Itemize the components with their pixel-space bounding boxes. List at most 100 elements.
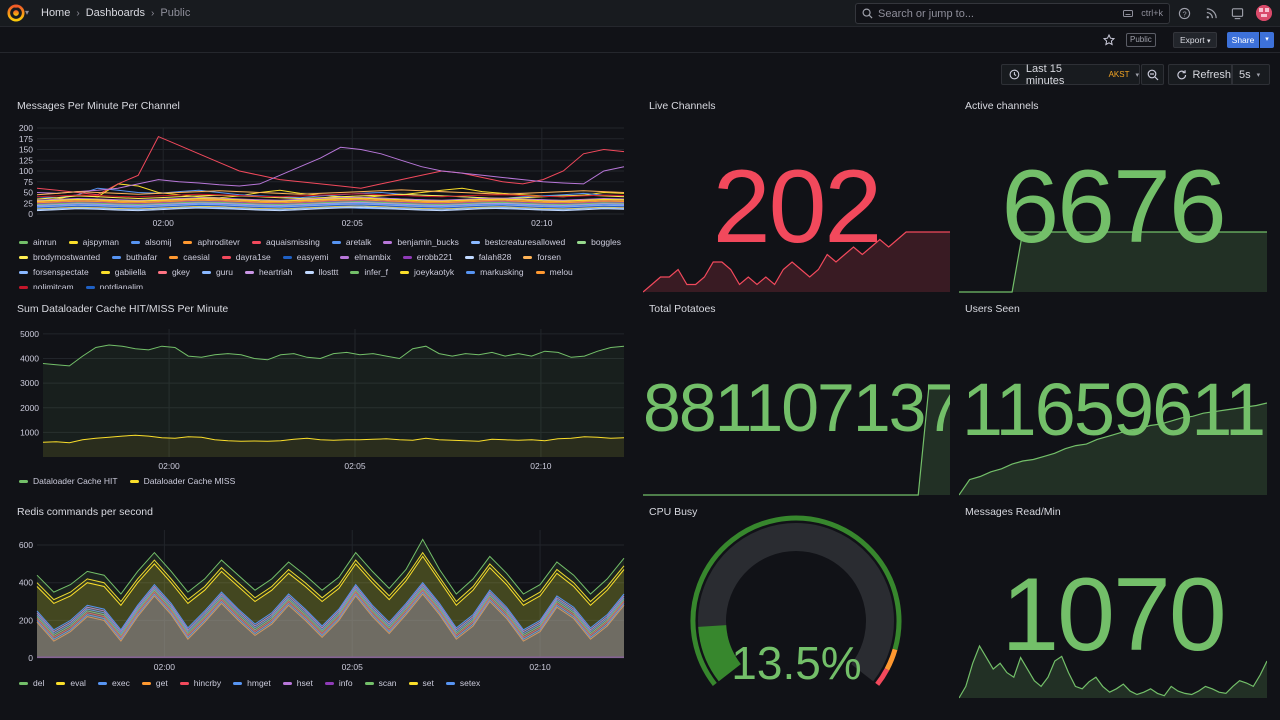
monitor-icon[interactable]	[1231, 7, 1244, 20]
legend-item-set[interactable]: set	[408, 678, 434, 689]
legend-item-easyemi[interactable]: easyemi	[282, 252, 329, 263]
legend-item-setex[interactable]: setex	[445, 678, 480, 689]
legend-item-get[interactable]: get	[141, 678, 168, 689]
panel-title[interactable]: Messages Per Minute Per Channel	[17, 100, 180, 112]
legend-item-forsenspectate[interactable]: forsenspectate	[19, 267, 89, 278]
legend-item-nolimitcam[interactable]: nolimitcam	[19, 282, 74, 289]
panel-title[interactable]: Redis commands per second	[17, 506, 153, 518]
share-dropdown-button[interactable]: ▾	[1260, 32, 1274, 48]
x-tick-label: 02:00	[154, 662, 176, 672]
legend-item-gkey[interactable]: gkey	[157, 267, 190, 278]
legend-item-hincrby[interactable]: hincrby	[179, 678, 221, 689]
legend-item-joeykaotyk[interactable]: joeykaotyk	[399, 267, 454, 278]
legend-item-forsen[interactable]: forsen	[523, 252, 561, 263]
y-tick-label: 1000	[20, 427, 39, 437]
breadcrumb: Home › Dashboards › Public	[41, 7, 190, 19]
legend-item-aretalk[interactable]: aretalk	[331, 237, 371, 248]
legend-item-hmget[interactable]: hmget	[233, 678, 271, 689]
legend-item-aphroditevr[interactable]: aphroditevr	[183, 237, 240, 248]
y-tick-label: 50	[24, 188, 34, 198]
legend-item-elmambix[interactable]: elmambix	[340, 252, 391, 263]
share-button[interactable]: Share	[1227, 32, 1259, 48]
legend-item-brodymostwanted[interactable]: brodymostwanted	[19, 252, 100, 263]
legend-item-alsomij[interactable]: alsomij	[131, 237, 171, 248]
legend-label: eval	[70, 678, 86, 688]
active-channels-value: 6676	[1001, 149, 1226, 265]
export-button[interactable]: Export ▾	[1173, 32, 1218, 48]
legend-item-aquaismissing[interactable]: aquaismissing	[252, 237, 320, 248]
panel-title[interactable]: Active channels	[965, 100, 1039, 112]
legend-label: easyemi	[296, 252, 329, 262]
active-channels-sparkline	[959, 231, 1267, 293]
sparkline-area	[959, 403, 1267, 495]
star-icon[interactable]	[1103, 34, 1115, 46]
refresh-button[interactable]: Refresh	[1168, 64, 1232, 85]
legend-item-markusking[interactable]: markusking	[466, 267, 524, 278]
redis-commands-chart: 0 200 400 600 02:00 02:05 02:10	[19, 530, 625, 672]
y-tick-label: 5000	[20, 329, 39, 339]
series-line-markusking	[36, 202, 625, 207]
legend-item-ainrun[interactable]: ainrun	[19, 237, 57, 248]
refresh-interval-picker[interactable]: 5s ▾	[1232, 64, 1270, 85]
legend-item-eval[interactable]: eval	[56, 678, 86, 689]
panel-title[interactable]: Sum Dataloader Cache HIT/MISS Per Minute	[17, 303, 229, 315]
legend-swatch	[19, 271, 28, 274]
time-range-picker[interactable]: Last 15 minutes AKST ▾	[1001, 63, 1140, 87]
legend-item-infer-f[interactable]: infer_f	[350, 267, 388, 278]
legend-item-gabiiella[interactable]: gabiiella	[100, 267, 146, 278]
legend-swatch	[331, 241, 341, 244]
panel-title[interactable]: Live Channels	[649, 100, 716, 112]
panel-title[interactable]: CPU Busy	[649, 506, 698, 518]
legend-label: boggles	[591, 237, 621, 247]
legend-swatch	[19, 256, 28, 259]
legend-item-heartriah[interactable]: heartriah	[244, 267, 293, 278]
legend-item-dayra1se[interactable]: dayra1se	[221, 252, 271, 263]
legend-item-ajspyman[interactable]: ajspyman	[68, 237, 119, 248]
grafana-logo-icon[interactable]	[7, 4, 25, 22]
series-area-get	[37, 594, 624, 658]
legend-item-notdianalim[interactable]: notdianalim	[85, 282, 143, 289]
legend-item-benjamin-bucks[interactable]: benjamin_bucks	[383, 237, 459, 248]
user-avatar[interactable]	[1256, 5, 1272, 21]
legend-item-bestcreaturesallowed[interactable]: bestcreaturesallowed	[470, 237, 565, 248]
x-tick-label: 02:05	[342, 218, 364, 228]
legend-item-del[interactable]: del	[19, 678, 44, 689]
sparkline-area	[959, 232, 1267, 292]
chevron-down-icon[interactable]: ▾	[25, 8, 30, 17]
legend-item-caesial[interactable]: caesial	[169, 252, 210, 263]
series-line-hincrby	[36, 589, 625, 639]
panel-cpu-busy: CPU Busy 13.5%	[643, 506, 950, 706]
legend-item-guru[interactable]: guru	[201, 267, 233, 278]
legend-item-falah828[interactable]: falah828	[464, 252, 511, 263]
breadcrumb-dashboards[interactable]: Dashboards	[85, 7, 146, 19]
legend-item-llosttt[interactable]: llosttt	[304, 267, 338, 278]
help-icon[interactable]: ?	[1178, 7, 1191, 20]
legend-item-dataloader-cache-miss[interactable]: Dataloader Cache MISS	[129, 476, 235, 487]
series-line-forsenspectate	[36, 203, 625, 208]
legend-item-info[interactable]: info	[324, 678, 353, 689]
legend-swatch	[350, 271, 360, 274]
legend-item-exec[interactable]: exec	[97, 678, 130, 689]
y-tick-label: 4000	[20, 354, 39, 364]
search-input[interactable]: Search or jump to... ctrl+k	[855, 3, 1170, 24]
rss-feed-icon[interactable]	[1205, 7, 1218, 20]
y-tick-label: 125	[19, 155, 33, 165]
panel-title[interactable]: Messages Read/Min	[965, 506, 1061, 518]
legend-item-buthafar[interactable]: buthafar	[112, 252, 157, 263]
zoom-out-button[interactable]	[1141, 64, 1164, 85]
panel-title[interactable]: Users Seen	[965, 303, 1020, 315]
legend-item-erobb221[interactable]: erobb221	[402, 252, 453, 263]
panel-title[interactable]: Total Potatoes	[649, 303, 716, 315]
legend-swatch	[131, 241, 141, 244]
y-tick-label: 0	[28, 653, 33, 663]
series-line-caesial	[36, 198, 625, 203]
breadcrumb-home[interactable]: Home	[41, 7, 71, 19]
legend-item-melou[interactable]: melou	[535, 267, 573, 278]
legend-item-boggles[interactable]: boggles	[577, 237, 621, 248]
legend-item-scan[interactable]: scan	[364, 678, 397, 689]
legend-item-hset[interactable]: hset	[282, 678, 313, 689]
gauge-threshold-orange	[884, 648, 898, 671]
legend-item-dataloader-cache-hit[interactable]: Dataloader Cache HIT	[19, 476, 118, 487]
series-line-eval	[36, 551, 625, 603]
series-line-aquaismissing	[36, 135, 625, 196]
